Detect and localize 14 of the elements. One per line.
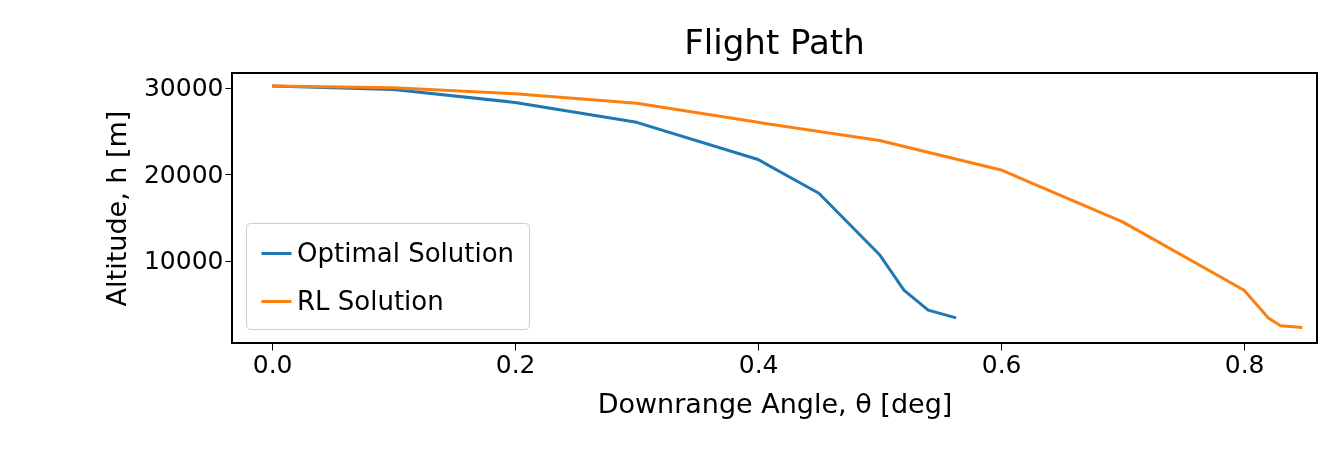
legend-label: RL Solution xyxy=(297,285,444,316)
legend-label: Optimal Solution xyxy=(297,237,515,268)
x-tick-label: 0.2 xyxy=(495,349,536,379)
y-axis-title: Altitude, h [m] xyxy=(100,110,132,307)
x-tick-label: 0.0 xyxy=(252,349,293,379)
y-tick-label: 10000 xyxy=(143,246,224,276)
line-series xyxy=(270,84,1304,329)
y-tick-label: 30000 xyxy=(143,73,224,103)
y-tick-label: 20000 xyxy=(143,159,224,189)
x-tick-label: 0.4 xyxy=(738,349,779,379)
x-tick-label: 0.8 xyxy=(1224,349,1265,379)
x-tick-label: 0.6 xyxy=(981,349,1022,379)
chart-title: Flight Path xyxy=(684,22,865,62)
x-axis-title: Downrange Angle, θ [deg] xyxy=(597,387,953,419)
